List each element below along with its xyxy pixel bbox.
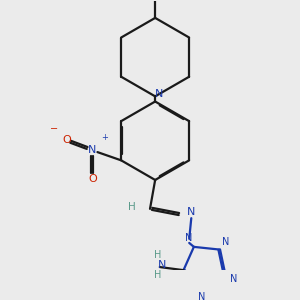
Text: N: N [222, 237, 230, 247]
Text: −: − [50, 124, 58, 134]
Text: N: N [88, 145, 97, 155]
Text: N: N [198, 292, 205, 300]
Text: N: N [187, 207, 196, 217]
Text: N: N [185, 233, 192, 243]
Text: O: O [62, 135, 71, 145]
Text: N: N [158, 260, 166, 270]
Text: H: H [154, 250, 161, 260]
Text: N: N [155, 89, 164, 99]
Text: H: H [154, 270, 161, 280]
Text: N: N [230, 274, 238, 284]
Text: H: H [128, 202, 135, 212]
Text: O: O [88, 174, 97, 184]
Text: +: + [101, 133, 108, 142]
